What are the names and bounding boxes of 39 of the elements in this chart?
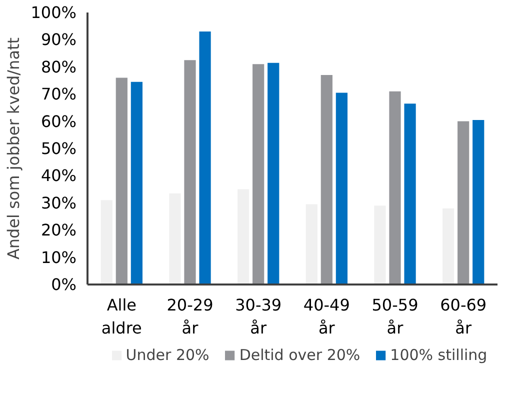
bar [336, 92, 348, 284]
y-tick-label: 10% [40, 248, 76, 267]
y-tick-label: 50% [40, 139, 76, 158]
bar [374, 206, 386, 284]
bar [320, 75, 332, 284]
y-tick-label: 40% [40, 166, 76, 186]
legend-label: 100% stilling [390, 346, 488, 364]
bar [404, 104, 416, 284]
legend-label: Deltid over 20% [239, 346, 360, 364]
bar [389, 91, 401, 284]
x-tick-label: 30-39 år [235, 296, 282, 338]
y-tick-label: 30% [40, 193, 76, 212]
y-tick-label: 20% [40, 220, 76, 240]
x-tick-label: 50-59 år [372, 296, 418, 338]
y-tick-label: 70% [40, 84, 76, 104]
y-axis-title: Andel som jobber kved/natt [4, 37, 23, 260]
bar [130, 82, 143, 284]
bar [458, 121, 470, 284]
bar [184, 60, 196, 284]
bar [442, 208, 454, 284]
bar [199, 32, 211, 284]
x-tick-label: 40-49 år [303, 296, 350, 338]
y-tick-label: 100% [30, 3, 77, 22]
x-tick-label: 60-69 år [440, 296, 487, 338]
bar [169, 193, 181, 284]
y-tick-label: 80% [40, 57, 76, 76]
x-tick-label: Alle aldre [101, 296, 142, 338]
bar [306, 204, 318, 284]
x-tick-label: 20-29 år [166, 296, 214, 338]
bar [237, 189, 250, 284]
bar [100, 200, 112, 284]
y-tick-label: 0% [51, 275, 77, 294]
bar [116, 78, 128, 284]
y-tick-label: 90% [40, 30, 76, 50]
bar [252, 64, 264, 284]
y-tick-label: 60% [40, 112, 76, 131]
bar [472, 120, 484, 284]
legend-label: Under 20% [126, 346, 210, 364]
bar [268, 62, 280, 284]
